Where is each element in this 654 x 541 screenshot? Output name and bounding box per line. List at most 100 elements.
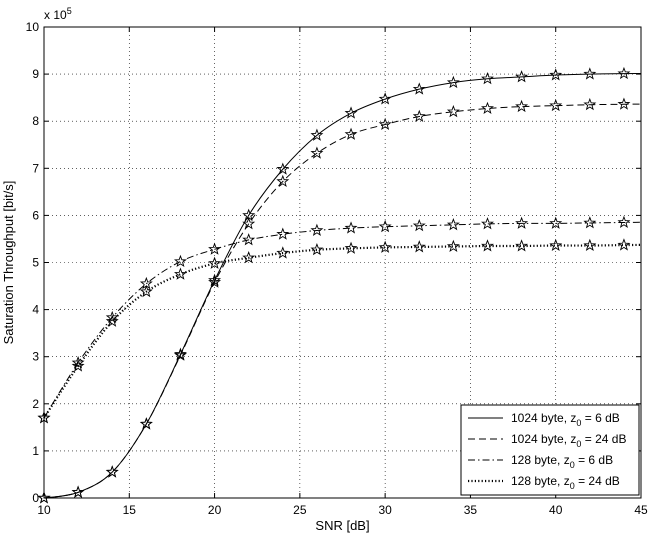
series-3-marker	[208, 242, 222, 255]
series-1-marker	[310, 128, 324, 141]
series-line-2	[43, 103, 642, 499]
series-layer	[43, 72, 642, 499]
series-3-marker	[242, 233, 256, 246]
series-1-marker	[549, 68, 563, 81]
series-2-marker	[174, 348, 187, 361]
series-4-marker	[446, 239, 460, 252]
y-axis-label: Saturation Throughput [bit/s]	[1, 181, 16, 345]
series-4-marker	[276, 246, 290, 259]
y-tick-label: 3	[32, 350, 39, 364]
y-tick-label: 8	[32, 114, 39, 128]
legend-label-subscript: 0	[576, 418, 581, 428]
series-3-marker	[105, 310, 119, 324]
series-1-marker	[174, 347, 187, 360]
legend-label-text: 128 byte, z	[511, 474, 570, 488]
series-4-marker	[515, 239, 529, 252]
series-3-marker	[276, 227, 290, 240]
legend-label-text: 128 byte, z	[511, 453, 570, 467]
series-3-marker	[71, 356, 85, 369]
series-3-marker	[378, 219, 392, 233]
x-tick-label: 25	[293, 503, 307, 517]
series-line-3	[43, 221, 642, 419]
legend-label-subscript: 0	[570, 460, 575, 470]
series-4-marker	[549, 238, 563, 252]
x-tick-label: 30	[378, 503, 392, 517]
y-tick-label: 10	[26, 20, 40, 34]
series-3-marker	[481, 217, 494, 230]
legend-label-text: = 6 dB	[581, 411, 619, 425]
series-4-marker	[105, 314, 119, 327]
x-tick-label: 15	[123, 503, 137, 517]
series-3-marker	[617, 215, 631, 228]
series-4-marker	[71, 359, 85, 372]
series-2-marker	[446, 104, 460, 118]
series-2-marker	[242, 217, 256, 230]
series-3-marker	[412, 218, 426, 232]
y-tick-label: 1	[32, 444, 39, 458]
series-1-marker	[481, 72, 494, 85]
x-tick-label: 40	[549, 503, 563, 517]
y-tick-label: 0	[32, 491, 39, 505]
y-tick-label: 9	[32, 67, 39, 81]
series-4-marker	[583, 238, 597, 252]
series-2-marker	[71, 485, 85, 498]
x-tick-label: 35	[464, 503, 478, 517]
series-1-marker	[412, 82, 426, 95]
series-3-marker	[174, 254, 187, 268]
series-2-marker	[583, 97, 597, 111]
multiplier-exponent: 5	[67, 6, 72, 16]
series-1-marker	[208, 273, 222, 286]
series-2-marker	[378, 117, 392, 130]
legend-box	[460, 404, 640, 496]
x-tick-label: 20	[208, 503, 222, 517]
legend-label-text: = 24 dB	[575, 474, 620, 488]
legend-label-subscript: 0	[570, 481, 575, 491]
legend-label-text: = 6 dB	[575, 453, 613, 467]
legend-label-2: 1024 byte, z0 = 24 dB	[511, 432, 626, 449]
series-line-4	[43, 243, 642, 419]
series-3-marker	[515, 216, 529, 229]
legend-label-subscript: 0	[576, 439, 581, 449]
series-3-marker	[446, 218, 460, 231]
series-2-marker	[412, 109, 426, 122]
series-2-marker	[105, 465, 119, 478]
series-3-marker	[310, 223, 324, 236]
x-tick-label: 10	[37, 503, 51, 517]
series-4-marker	[378, 240, 392, 253]
series-4-marker	[481, 239, 494, 252]
series-1-marker	[344, 106, 358, 119]
series-3-marker	[344, 221, 358, 234]
legend-label-3: 128 byte, z0 = 6 dB	[511, 453, 613, 470]
series-2-marker	[139, 417, 153, 430]
series-2-marker	[515, 99, 529, 113]
series-1-marker	[515, 70, 529, 83]
series-3-marker	[583, 216, 597, 229]
legend-label-4: 128 byte, z0 = 24 dB	[511, 474, 620, 491]
multiplier-base: x 10	[44, 8, 67, 22]
y-tick-label: 4	[32, 303, 39, 317]
series-1-marker	[276, 162, 290, 175]
series-4-marker	[412, 240, 426, 253]
series-2-marker	[617, 97, 631, 110]
series-2-marker	[344, 127, 358, 140]
series-4-marker	[242, 251, 256, 264]
y-multiplier-label: x 105	[44, 6, 72, 22]
series-2-marker	[208, 275, 222, 288]
legend: 1024 byte, z0 = 6 dB 1024 byte, z0 = 24 d…	[460, 404, 640, 496]
x-tick-label: 45	[634, 503, 648, 517]
series-3-marker	[549, 216, 563, 229]
legend-label-1: 1024 byte, z0 = 6 dB	[511, 411, 620, 428]
series-4-marker	[617, 238, 631, 251]
series-2-marker	[276, 174, 290, 187]
series-4-marker	[139, 284, 153, 298]
y-tick-label: 6	[32, 208, 39, 222]
series-1-marker	[378, 92, 392, 105]
y-tick-label: 5	[32, 256, 39, 270]
series-4-marker	[310, 242, 324, 256]
series-2-marker	[37, 491, 51, 504]
series-2-marker	[310, 146, 324, 159]
series-1-marker	[583, 67, 597, 80]
series-2-marker	[549, 98, 563, 112]
